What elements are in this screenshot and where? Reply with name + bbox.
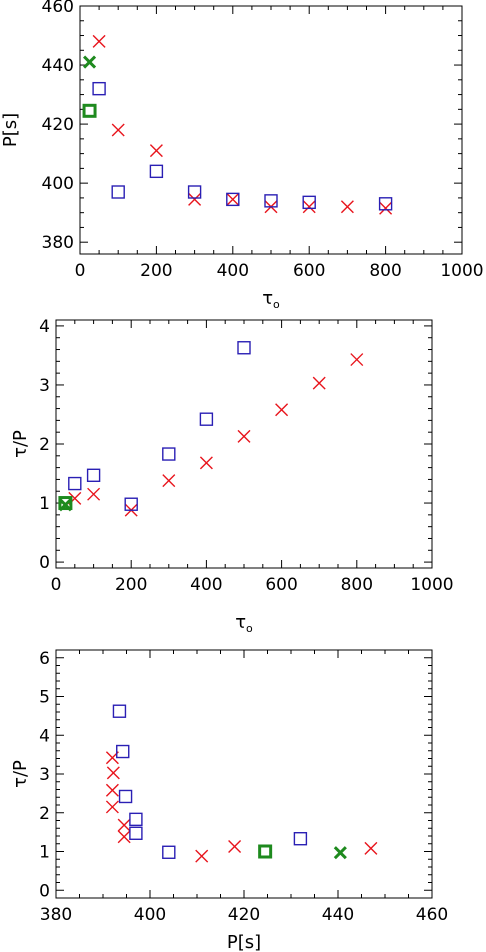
data-point-cross — [340, 200, 354, 214]
data-point-cross — [275, 403, 289, 417]
y-tick-label: 5 — [39, 688, 50, 708]
x-tick-label: 1000 — [410, 575, 453, 595]
data-point-cross — [364, 841, 378, 855]
data-point-cross — [105, 800, 119, 814]
data-point-cross — [379, 201, 393, 215]
y-tick-label: 3 — [39, 765, 50, 785]
x-tick-label: 1000 — [440, 261, 483, 281]
x-tick-label: 800 — [341, 575, 373, 595]
x-axis-label: τo — [235, 612, 253, 635]
data-point-square — [378, 197, 393, 211]
x-tick-label: 420 — [228, 905, 260, 925]
y-tick-label: 2 — [39, 435, 50, 455]
x-axis-label-subscript: o — [273, 298, 280, 311]
data-point-cross — [87, 487, 101, 501]
data-point-square — [116, 744, 130, 759]
data-point-square — [68, 476, 82, 491]
data-point-cross — [195, 849, 209, 863]
data-point-cross — [117, 818, 131, 832]
data-point-cross — [149, 144, 163, 158]
data-point-square — [237, 341, 251, 355]
plot-frame — [55, 319, 433, 569]
data-point-square — [129, 812, 143, 827]
x-axis-label-subscript: o — [246, 622, 253, 635]
data-point-cross — [117, 830, 131, 844]
chart-panel-2: 0 200 400 600 800 1000 0 1 2 3 4 τo τ/P — [10, 317, 454, 635]
data-point-square — [226, 192, 240, 207]
data-point-square — [187, 185, 202, 199]
data-point-square — [86, 468, 101, 482]
y-tick-label: 380 — [42, 233, 74, 253]
data-point-square — [199, 412, 214, 426]
y-tick-label: 440 — [42, 56, 74, 76]
y-tick-label: 4 — [39, 726, 50, 746]
y-tick-label: 0 — [39, 881, 50, 901]
data-point-cross — [188, 192, 202, 206]
x-axis-label: τo — [262, 288, 280, 311]
data-point-cross — [237, 429, 251, 443]
data-point-square — [302, 195, 316, 210]
x-tick-label: 200 — [115, 575, 147, 595]
data-point-cross — [228, 839, 242, 853]
y-axis-label: τ/P — [10, 430, 31, 458]
data-point-cross — [302, 200, 316, 214]
x-tick-label: 0 — [51, 575, 62, 595]
data-point-square — [149, 164, 164, 179]
y-axis-label: P[s] — [0, 113, 21, 147]
data-point-square — [118, 789, 133, 804]
y-tick-label: 2 — [39, 804, 50, 824]
data-point-cross — [111, 123, 125, 137]
y-tick-label: 4 — [39, 317, 50, 337]
x-tick-label: 800 — [369, 261, 401, 281]
data-point-cross — [162, 474, 176, 488]
x-tick-label: 400 — [217, 261, 249, 281]
y-tick-label: 400 — [42, 174, 74, 194]
y-tick-label: 420 — [42, 115, 74, 135]
data-point-cross — [350, 353, 364, 367]
x-tick-label: 600 — [293, 261, 325, 281]
data-point-square — [293, 832, 308, 846]
data-point-square-bold — [58, 496, 73, 511]
x-tick-label: 400 — [190, 575, 222, 595]
y-tick-label: 0 — [39, 553, 50, 573]
chart-panel-1: 0 200 400 600 800 1000 380 400 420 440 460 τo P[s] — [0, 0, 484, 311]
x-tick-label: 400 — [134, 905, 166, 925]
data-point-cross — [92, 34, 106, 48]
data-point-square — [111, 185, 125, 199]
y-axis-label: τ/P — [10, 760, 31, 788]
data-point-square-bold — [82, 103, 97, 118]
data-point-square — [162, 447, 176, 461]
x-tick-label: 380 — [40, 905, 72, 925]
x-tick-label: 460 — [416, 905, 448, 925]
data-point-square-bold — [258, 844, 273, 859]
data-point-square — [264, 194, 278, 208]
data-point-cross-bold — [333, 846, 347, 860]
x-tick-label: 600 — [265, 575, 297, 595]
data-point-cross-bold — [82, 55, 97, 69]
y-tick-label: 460 — [42, 0, 74, 17]
y-tick-label: 6 — [39, 649, 50, 669]
data-point-square — [162, 845, 176, 859]
x-tick-label: 200 — [140, 261, 172, 281]
y-tick-label: 1 — [39, 843, 50, 863]
data-point-cross — [105, 783, 119, 797]
data-point-cross — [226, 192, 240, 206]
chart-panel-3: 380 400 420 440 460 0 1 2 3 4 5 6 P[s] τ/P — [10, 649, 448, 952]
data-point-cross — [312, 376, 326, 390]
plot-frame — [79, 5, 463, 255]
data-point-square — [124, 497, 138, 511]
data-point-square — [129, 826, 143, 840]
x-tick-label: 0 — [75, 261, 86, 281]
data-point-cross — [106, 766, 120, 780]
x-tick-label: 440 — [322, 905, 354, 925]
data-point-square — [112, 704, 127, 718]
data-point-cross — [199, 456, 213, 470]
data-point-square — [92, 81, 106, 96]
y-tick-label: 1 — [39, 494, 50, 514]
y-tick-label: 3 — [39, 376, 50, 396]
x-axis-label: P[s] — [227, 932, 261, 952]
